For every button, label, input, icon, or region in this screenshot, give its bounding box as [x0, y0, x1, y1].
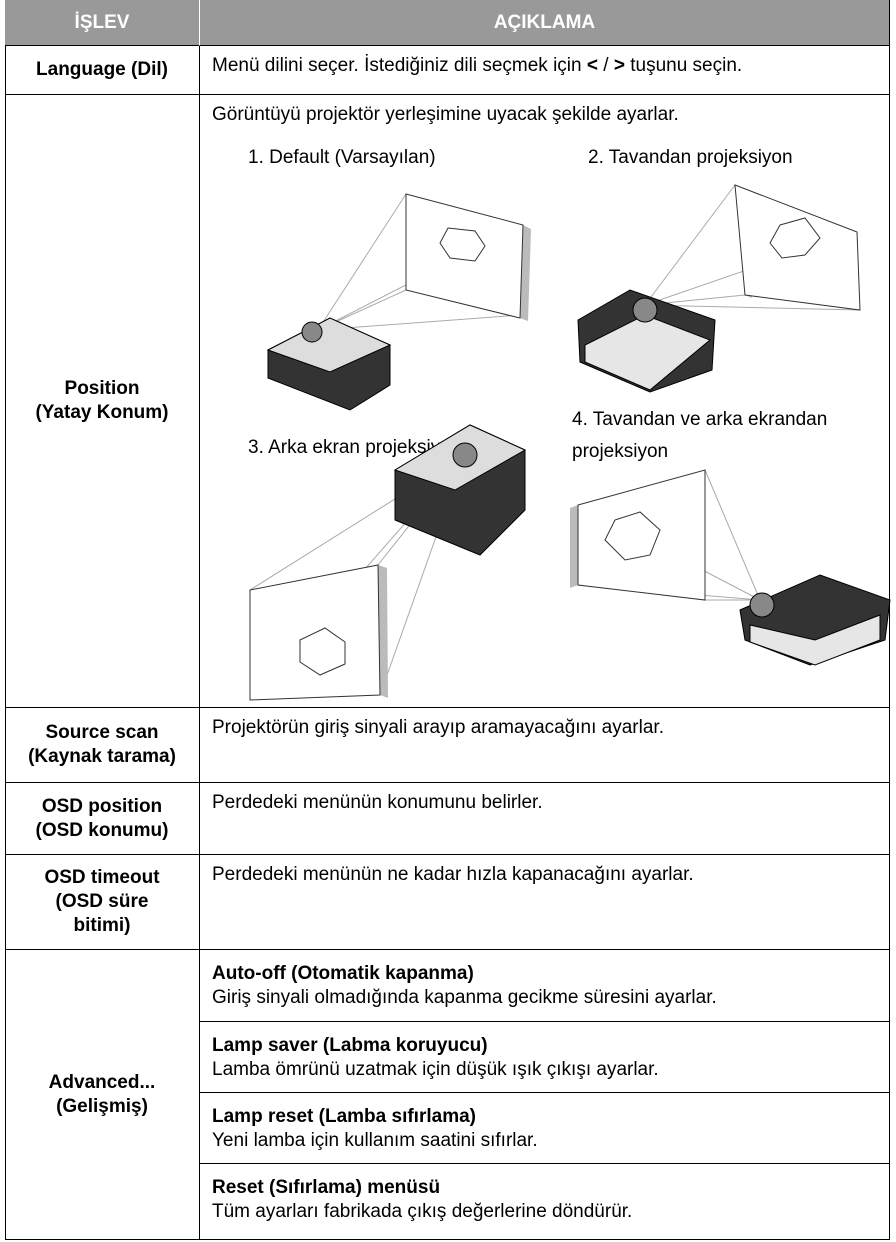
function-text: bitimi) [73, 915, 131, 936]
illustration-ceiling [577, 184, 861, 393]
item-title: Reset (Sıfırlama) menüsü [212, 1177, 441, 1198]
option-caption: 4. Tavandan ve arka ekrandan projeksiyon [572, 409, 828, 462]
description-cell: Projektörün giriş sinyali arayıp aramaya… [200, 708, 890, 783]
key: > [613, 55, 625, 76]
description-text: Projektörün giriş sinyali arayıp aramaya… [212, 717, 664, 738]
item-description: Tüm ayarları fabrikada çıkış değerlerine… [212, 1201, 633, 1222]
function-text: Source scan [45, 722, 159, 743]
description-text: Görüntüyü projektör yerleşimine uyacak ş… [212, 104, 679, 125]
function-text: (Kaynak tarama) [28, 746, 176, 767]
description-text: Perdedeki menünün ne kadar hızla kapanac… [212, 864, 694, 885]
illustration-default [266, 193, 531, 411]
function-text: (OSD konumu) [35, 819, 169, 841]
illustrations [249, 184, 891, 701]
description-text: / [598, 55, 614, 76]
function-cell: Position (Yatay Konum) [5, 95, 200, 708]
function-text: Language (Dil) [36, 59, 168, 80]
function-text: (OSD süre [55, 891, 149, 912]
option-caption: 2. Tavandan projeksiyon [588, 147, 793, 168]
function-cell: OSD position (OSD konumu) [5, 783, 200, 855]
header-cell: İŞLEV [5, 0, 200, 46]
illustration-rear [249, 424, 527, 701]
item-description: Yeni lamba için kullanım saatini sıfırla… [212, 1130, 538, 1151]
description-cell: Görüntüyü projektör yerleşimine uyacak ş… [200, 95, 890, 708]
option-caption: 1. Default (Varsayılan) [248, 147, 436, 168]
function-cell: Advanced... (Gelişmiş) [5, 950, 200, 1240]
function-text: OSD position [41, 795, 163, 817]
sub-cell: Auto-off (Otomatik kapanma) Giriş sinyal… [200, 950, 890, 1022]
function-text: OSD timeout [44, 867, 160, 888]
sub-cell: Lamp reset (Lamba sıfırlama) Yeni lamba … [200, 1093, 890, 1164]
sub-cell: Reset (Sıfırlama) menüsü Tüm ayarları fa… [200, 1164, 890, 1240]
item-title: Lamp saver (Labma koruyucu) [212, 1035, 488, 1056]
function-cell: OSD timeout (OSD süre bitimi) [5, 855, 200, 950]
description-text: tuşunu seçin. [624, 55, 743, 76]
description-text: Menü dilini seçer. İstediğiniz dili seçm… [212, 55, 587, 76]
item-title: Auto-off (Otomatik kapanma) [212, 963, 474, 984]
item-description: Giriş sinyali olmadığında kapanma gecikm… [212, 987, 717, 1008]
description-cell: Perdedeki menünün konumunu belirler. [200, 783, 890, 855]
item-title: Lamp reset (Lamba sıfırlama) [212, 1106, 476, 1127]
function-cell: Source scan (Kaynak tarama) [5, 708, 200, 783]
function-text: Advanced... [48, 1071, 156, 1093]
function-cell: Language (Dil) [5, 46, 200, 95]
description-cell: Menü dilini seçer. İstediğiniz dili seçm… [200, 46, 890, 95]
description-text: Perdedeki menünün konumunu belirler. [212, 792, 543, 813]
option-caption: 3. Arka ekran projeksiyonu [248, 437, 472, 458]
header-text: AÇIKLAMA [493, 11, 596, 33]
illustration-ceiling-rear [570, 469, 891, 666]
header-text: İŞLEV [74, 11, 130, 33]
function-text: (Gelişmiş) [56, 1095, 148, 1117]
function-text: (Yatay Konum) [35, 402, 169, 423]
description-cell: Perdedeki menünün ne kadar hızla kapanac… [200, 855, 890, 950]
key: < [586, 55, 598, 76]
item-description: Lamba ömrünü uzatmak için düşük ışık çık… [212, 1059, 659, 1080]
header-cell: AÇIKLAMA [200, 0, 890, 46]
function-text: Position [64, 378, 140, 399]
sub-cell: Lamp saver (Labma koruyucu) Lamba ömrünü… [200, 1022, 890, 1093]
